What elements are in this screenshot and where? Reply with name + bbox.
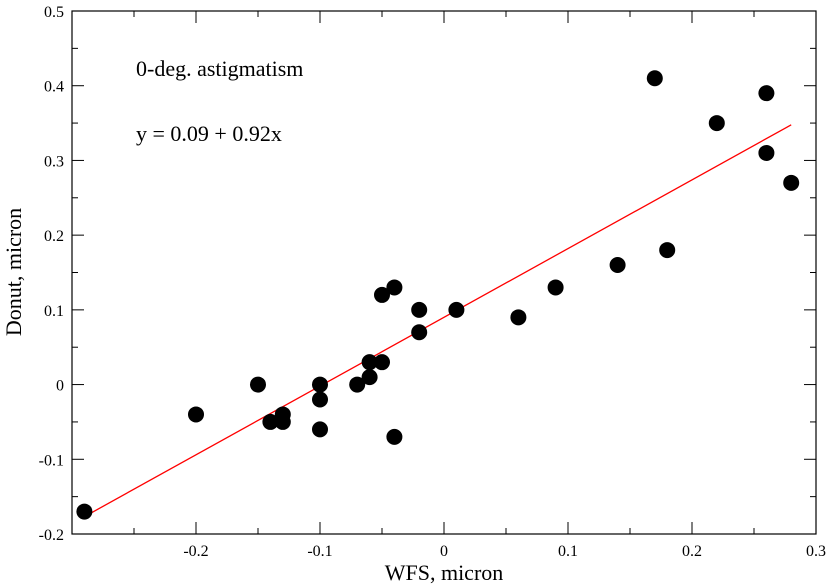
y-tick-label: 0: [56, 378, 64, 395]
data-point: [783, 174, 800, 191]
data-point: [312, 391, 328, 408]
annotation-equation: y = 0.09 + 0.92x: [136, 121, 282, 146]
data-point: [312, 376, 328, 393]
data-point: [374, 354, 390, 371]
data-point: [758, 144, 775, 161]
data-point: [386, 279, 403, 296]
y-tick-label: 0.4: [44, 79, 64, 96]
data-point: [386, 428, 403, 445]
annotation-title: 0-deg. astigmatism: [136, 56, 303, 81]
data-point: [188, 406, 204, 423]
data-point: [361, 369, 378, 386]
y-axis-label: Donut, micron: [1, 208, 26, 336]
data-point: [708, 115, 725, 132]
x-tick-label: 0: [440, 543, 448, 560]
data-point: [411, 301, 428, 318]
data-point: [76, 503, 93, 520]
data-point: [274, 413, 291, 430]
data-point: [646, 70, 663, 87]
y-tick-label: 0.2: [44, 228, 64, 245]
data-point: [448, 301, 465, 318]
data-point: [312, 421, 328, 438]
data-point: [758, 85, 775, 102]
data-point: [361, 354, 378, 371]
y-tick-label: 0.5: [44, 4, 64, 21]
x-tick-label: 0.3: [806, 543, 826, 560]
data-points: [76, 70, 800, 520]
x-tick-label: 0.1: [558, 543, 578, 560]
y-tick-label: -0.2: [39, 527, 64, 544]
plot-frame: [71, 10, 817, 535]
data-point: [411, 324, 428, 341]
data-point: [659, 242, 676, 259]
y-axis: -0.2 -0.1 0 0.1 0.2 0.3 0.4 0.5: [39, 4, 816, 544]
x-axis-label: WFS, micron: [385, 560, 504, 585]
data-point: [250, 376, 266, 393]
y-tick-label: 0.1: [44, 303, 64, 320]
data-point: [374, 286, 390, 303]
fit-line: [84, 124, 792, 518]
x-tick-label: -0.2: [183, 543, 208, 560]
data-point: [510, 309, 527, 326]
y-tick-label: 0.3: [44, 153, 64, 170]
data-point: [547, 279, 564, 296]
data-point: [609, 257, 626, 274]
x-axis: -0.2 -0.1 0 0.1 0.2 0.3: [133, 11, 826, 560]
data-point: [349, 376, 366, 393]
y-tick-label: -0.1: [39, 452, 64, 469]
data-point: [262, 413, 279, 430]
x-tick-label: -0.1: [307, 543, 332, 560]
x-tick-label: 0.2: [682, 543, 702, 560]
